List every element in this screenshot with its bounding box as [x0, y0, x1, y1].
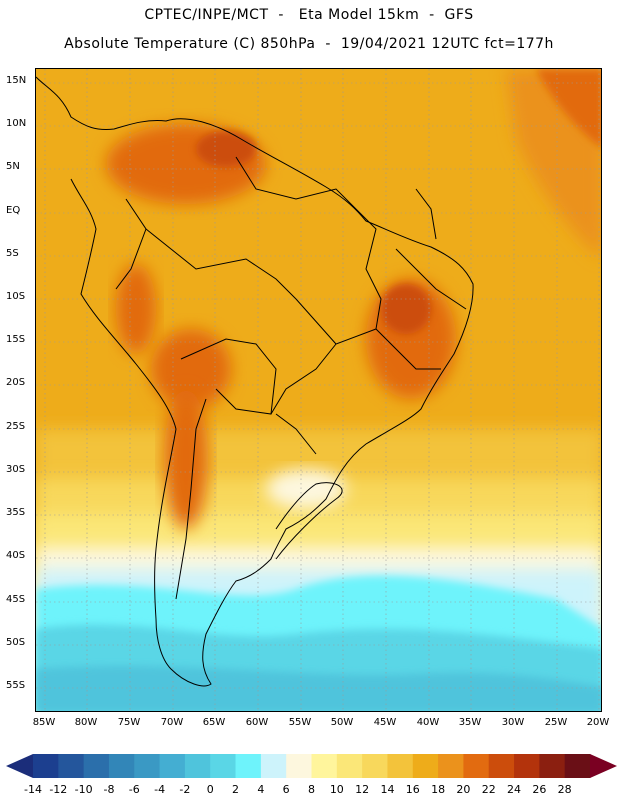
temperature-map	[35, 68, 602, 712]
colorbar-swatch	[564, 754, 591, 778]
colorbar-swatch	[438, 754, 464, 778]
temperature-colorbar	[6, 754, 617, 778]
colorbar-label: 10	[329, 783, 344, 796]
colorbar-label: 6	[282, 783, 290, 796]
colorbar-swatch	[134, 754, 161, 778]
colorbar-label: -4	[154, 783, 166, 796]
colorbar-label: 26	[532, 783, 547, 796]
longitude-label: 55W	[288, 717, 312, 728]
colorbar-swatch	[108, 754, 135, 778]
colorbar-swatch	[58, 754, 85, 778]
colorbar-label: 2	[232, 783, 240, 796]
map-title-line-1: CPTEC/INPE/MCT - Eta Model 15km - GFS	[144, 7, 474, 23]
colorbar-swatch	[33, 754, 59, 778]
latitude-label: 40S	[6, 550, 26, 561]
longitude-label: 45W	[373, 717, 397, 728]
latitude-label: 25S	[6, 421, 26, 432]
latitude-label: 35S	[6, 507, 26, 518]
colorbar-swatch	[184, 754, 211, 778]
colorbar-swatch	[260, 754, 287, 778]
latitude-label: 15N	[6, 75, 27, 86]
colorbar-swatch	[387, 754, 414, 778]
colorbar-swatch	[210, 754, 237, 778]
colorbar-label: 8	[308, 783, 315, 796]
latitude-label: EQ	[6, 205, 21, 216]
temperature-field	[36, 69, 601, 711]
colorbar-label: -14	[24, 783, 42, 796]
colorbar-swatch	[336, 754, 363, 778]
longitude-label: 25W	[544, 717, 568, 728]
latitude-label: 15S	[6, 334, 26, 345]
colorbar-swatch	[412, 754, 439, 778]
longitude-label: 30W	[501, 717, 525, 728]
longitude-label: 70W	[160, 717, 184, 728]
longitude-label: 75W	[117, 717, 141, 728]
colorbar-label: 4	[257, 783, 265, 796]
latitude-label: 5S	[6, 248, 19, 259]
colorbar-swatch	[539, 754, 566, 778]
longitude-label: 85W	[32, 717, 56, 728]
colorbar-swatch	[463, 754, 490, 778]
latitude-label: 55S	[6, 680, 26, 691]
lat-lon-grid	[36, 69, 601, 711]
latitude-label: 5N	[6, 161, 20, 172]
colorbar-label: 20	[456, 783, 471, 796]
longitude-label: 35W	[458, 717, 482, 728]
colorbar-label: 28	[557, 783, 572, 796]
colorbar-label: 0	[206, 783, 214, 796]
longitude-label: 20W	[586, 717, 610, 728]
colorbar-high-triangle	[590, 754, 617, 778]
colorbar-swatch	[83, 754, 110, 778]
map-title-line-2: Absolute Temperature (C) 850hPa - 19/04/…	[64, 36, 554, 52]
colorbar-label: -8	[103, 783, 115, 796]
colorbar-label: 14	[380, 783, 395, 796]
colorbar-label: 22	[481, 783, 496, 796]
longitude-label: 50W	[330, 717, 354, 728]
south-america-outline	[36, 76, 474, 687]
latitude-label: 10N	[6, 118, 27, 129]
colorbar-swatch	[488, 754, 515, 778]
longitude-label: 80W	[74, 717, 98, 728]
latitude-label: 45S	[6, 594, 26, 605]
colorbar-label: -12	[49, 783, 68, 796]
latitude-label: 30S	[6, 464, 26, 475]
latitude-label: 20S	[6, 377, 26, 388]
colorbar-swatch	[514, 754, 540, 778]
colorbar-label: 16	[405, 783, 420, 796]
colorbar-swatch	[159, 754, 186, 778]
latitude-label: 50S	[6, 637, 26, 648]
colorbar-label: -2	[179, 783, 191, 796]
longitude-label: 60W	[245, 717, 269, 728]
colorbar-label: -10	[74, 783, 93, 796]
colorbar-swatch	[235, 754, 262, 778]
colorbar-swatch	[286, 754, 312, 778]
colorbar-low-triangle	[6, 754, 33, 778]
longitude-label: 40W	[416, 717, 440, 728]
latitude-label: 10S	[6, 291, 26, 302]
colorbar-label: 12	[355, 783, 370, 796]
colorbar-label: 24	[507, 783, 522, 796]
colorbar-label: -6	[128, 783, 140, 796]
colorbar-label: 18	[431, 783, 446, 796]
colorbar-swatch	[362, 754, 388, 778]
colorbar-swatch	[311, 754, 338, 778]
longitude-label: 65W	[202, 717, 226, 728]
